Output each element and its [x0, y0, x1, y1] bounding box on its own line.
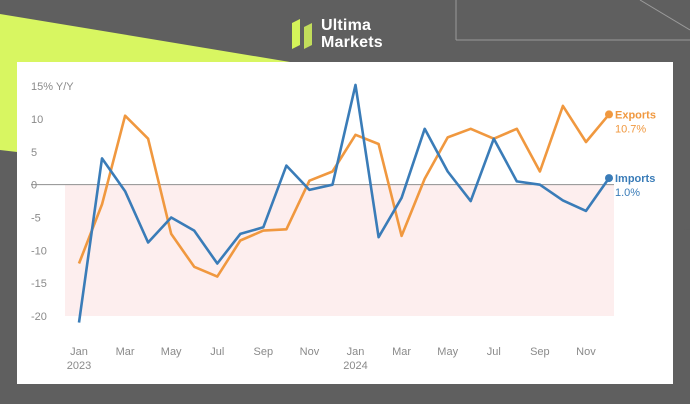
x-tick-label: Nov	[300, 346, 320, 358]
y-tick-label: 5	[31, 147, 37, 159]
y-tick-label: -5	[31, 213, 41, 225]
x-tick-label: Mar	[116, 346, 135, 358]
decor-line	[639, 0, 690, 31]
x-axis-ticks: Jan 2023 Mar May Jul Sep Nov Jan 2024 Mar May Jul Se…	[67, 346, 596, 372]
series-last-value-exports: 10.7%	[615, 123, 646, 135]
x-tick-label: Mar	[392, 346, 411, 358]
series-label-imports: Imports	[615, 173, 655, 185]
chart-panel: 15% Y/Y 10 5 0 -5 -10 -15 -20 Jan 2023 Mar May Jul…	[17, 62, 673, 384]
x-tick-label: Jan	[347, 346, 365, 358]
x-tick-label: May	[437, 346, 458, 358]
series-group	[77, 83, 613, 323]
x-tick-label: Sep	[530, 346, 550, 358]
x-tick-year-label: 2024	[343, 360, 367, 372]
x-tick-year-label: 2023	[67, 360, 91, 372]
series-label-exports: Exports	[615, 109, 656, 121]
negative-region-shade	[65, 184, 614, 316]
ultima-markets-logo-icon	[292, 19, 312, 49]
x-tick-label: Jan	[70, 346, 88, 358]
y-axis-ticks: 10 5 0 -5 -10 -15 -20	[31, 114, 47, 323]
brand-logo: Ultima Markets	[292, 14, 383, 54]
series-line-exports	[77, 104, 610, 278]
x-tick-label: May	[161, 346, 182, 358]
series-last-value-imports: 1.0%	[615, 187, 640, 199]
x-tick-label: Jul	[487, 346, 501, 358]
y-tick-label: 10	[31, 114, 43, 126]
brand-name-line2: Markets	[321, 34, 383, 51]
series-end-point-imports	[605, 174, 613, 183]
y-axis-title: 15% Y/Y	[31, 81, 74, 93]
line-chart: 15% Y/Y 10 5 0 -5 -10 -15 -20 Jan 2023 Mar May Jul…	[31, 81, 656, 372]
x-tick-label: Nov	[576, 346, 596, 358]
y-tick-label: -20	[31, 311, 47, 323]
y-tick-label: -10	[31, 245, 47, 257]
x-tick-label: Sep	[254, 346, 274, 358]
y-tick-label: -15	[31, 278, 47, 290]
x-tick-label: Jul	[210, 346, 224, 358]
y-tick-label: 0	[31, 180, 37, 192]
series-line-imports	[77, 83, 611, 323]
brand-name: Ultima Markets	[321, 17, 383, 51]
series-end-labels: Exports 10.7% Imports 1.0%	[615, 109, 656, 199]
series-end-point-exports	[605, 110, 613, 119]
brand-name-line1: Ultima	[321, 17, 372, 34]
